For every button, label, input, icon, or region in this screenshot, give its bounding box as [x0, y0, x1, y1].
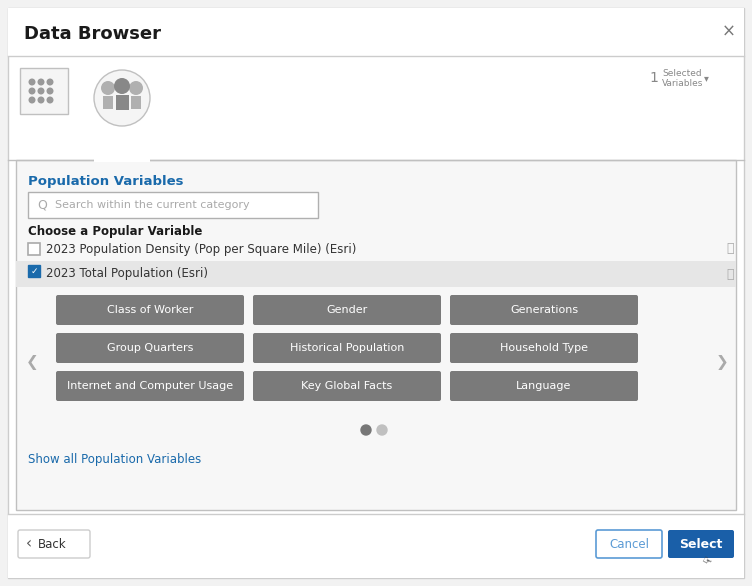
Text: Household Type: Household Type [500, 343, 588, 353]
Circle shape [129, 81, 143, 95]
Text: ❯: ❯ [716, 356, 729, 370]
FancyBboxPatch shape [253, 371, 441, 401]
Text: Historical Population: Historical Population [290, 343, 404, 353]
Circle shape [377, 425, 387, 435]
FancyBboxPatch shape [450, 371, 638, 401]
FancyBboxPatch shape [450, 333, 638, 363]
Text: Key Global Facts: Key Global Facts [302, 381, 393, 391]
Text: Cancel: Cancel [609, 537, 649, 550]
FancyBboxPatch shape [18, 530, 90, 558]
Circle shape [114, 78, 130, 94]
Bar [8, 8, 744, 56]
Bar [28, 192, 318, 218]
Text: ⓘ: ⓘ [726, 243, 734, 255]
Text: Search within the current category: Search within the current category [55, 200, 250, 210]
Text: Class of Worker: Class of Worker [107, 305, 193, 315]
FancyArrow shape [116, 95, 129, 110]
FancyBboxPatch shape [450, 295, 638, 325]
FancyBboxPatch shape [56, 371, 244, 401]
Bar [28, 265, 40, 277]
Circle shape [38, 97, 44, 103]
Circle shape [47, 97, 53, 103]
Text: ⓘ: ⓘ [726, 267, 734, 281]
Circle shape [101, 81, 115, 95]
Circle shape [94, 70, 150, 126]
FancyBboxPatch shape [253, 333, 441, 363]
Bar [94, 130, 150, 162]
Text: Internet and Computer Usage: Internet and Computer Usage [67, 381, 233, 391]
Text: Variables: Variables [662, 79, 703, 87]
Text: Back: Back [38, 537, 66, 550]
Text: ‹: ‹ [26, 537, 32, 551]
FancyBboxPatch shape [253, 295, 441, 325]
Text: Selected: Selected [662, 69, 702, 77]
Bar [16, 261, 736, 287]
Bar [20, 68, 68, 114]
FancyBboxPatch shape [596, 530, 662, 558]
Bar [8, 514, 744, 578]
Text: Group Quarters: Group Quarters [107, 343, 193, 353]
Text: Population Variables: Population Variables [28, 175, 183, 189]
Bar [16, 160, 736, 510]
Circle shape [29, 79, 35, 85]
Text: Select: Select [679, 537, 723, 550]
Text: 2023 Total Population (Esri): 2023 Total Population (Esri) [46, 267, 208, 281]
Text: 2023 Population Density (Pop per Square Mile) (Esri): 2023 Population Density (Pop per Square … [46, 243, 356, 255]
FancyArrow shape [131, 96, 141, 109]
FancyBboxPatch shape [56, 295, 244, 325]
Text: ▾: ▾ [704, 73, 708, 83]
Text: 1: 1 [649, 71, 658, 85]
Text: ☞: ☞ [699, 555, 713, 569]
Text: Data Browser: Data Browser [24, 25, 161, 43]
Text: Choose a Popular Variable: Choose a Popular Variable [28, 224, 202, 237]
Bar [28, 243, 40, 255]
Circle shape [29, 88, 35, 94]
Circle shape [47, 88, 53, 94]
Circle shape [361, 425, 371, 435]
Circle shape [38, 88, 44, 94]
Text: Gender: Gender [326, 305, 368, 315]
Text: ❮: ❮ [26, 356, 38, 370]
Text: Q: Q [37, 199, 47, 212]
FancyBboxPatch shape [668, 530, 734, 558]
Circle shape [47, 79, 53, 85]
Text: Generations: Generations [510, 305, 578, 315]
Text: ×: × [722, 23, 736, 41]
Text: Language: Language [517, 381, 572, 391]
Circle shape [38, 79, 44, 85]
FancyBboxPatch shape [56, 333, 244, 363]
Circle shape [29, 97, 35, 103]
Text: ✓: ✓ [30, 267, 38, 275]
Text: Show all Population Variables: Show all Population Variables [28, 454, 202, 466]
FancyArrow shape [103, 96, 113, 109]
